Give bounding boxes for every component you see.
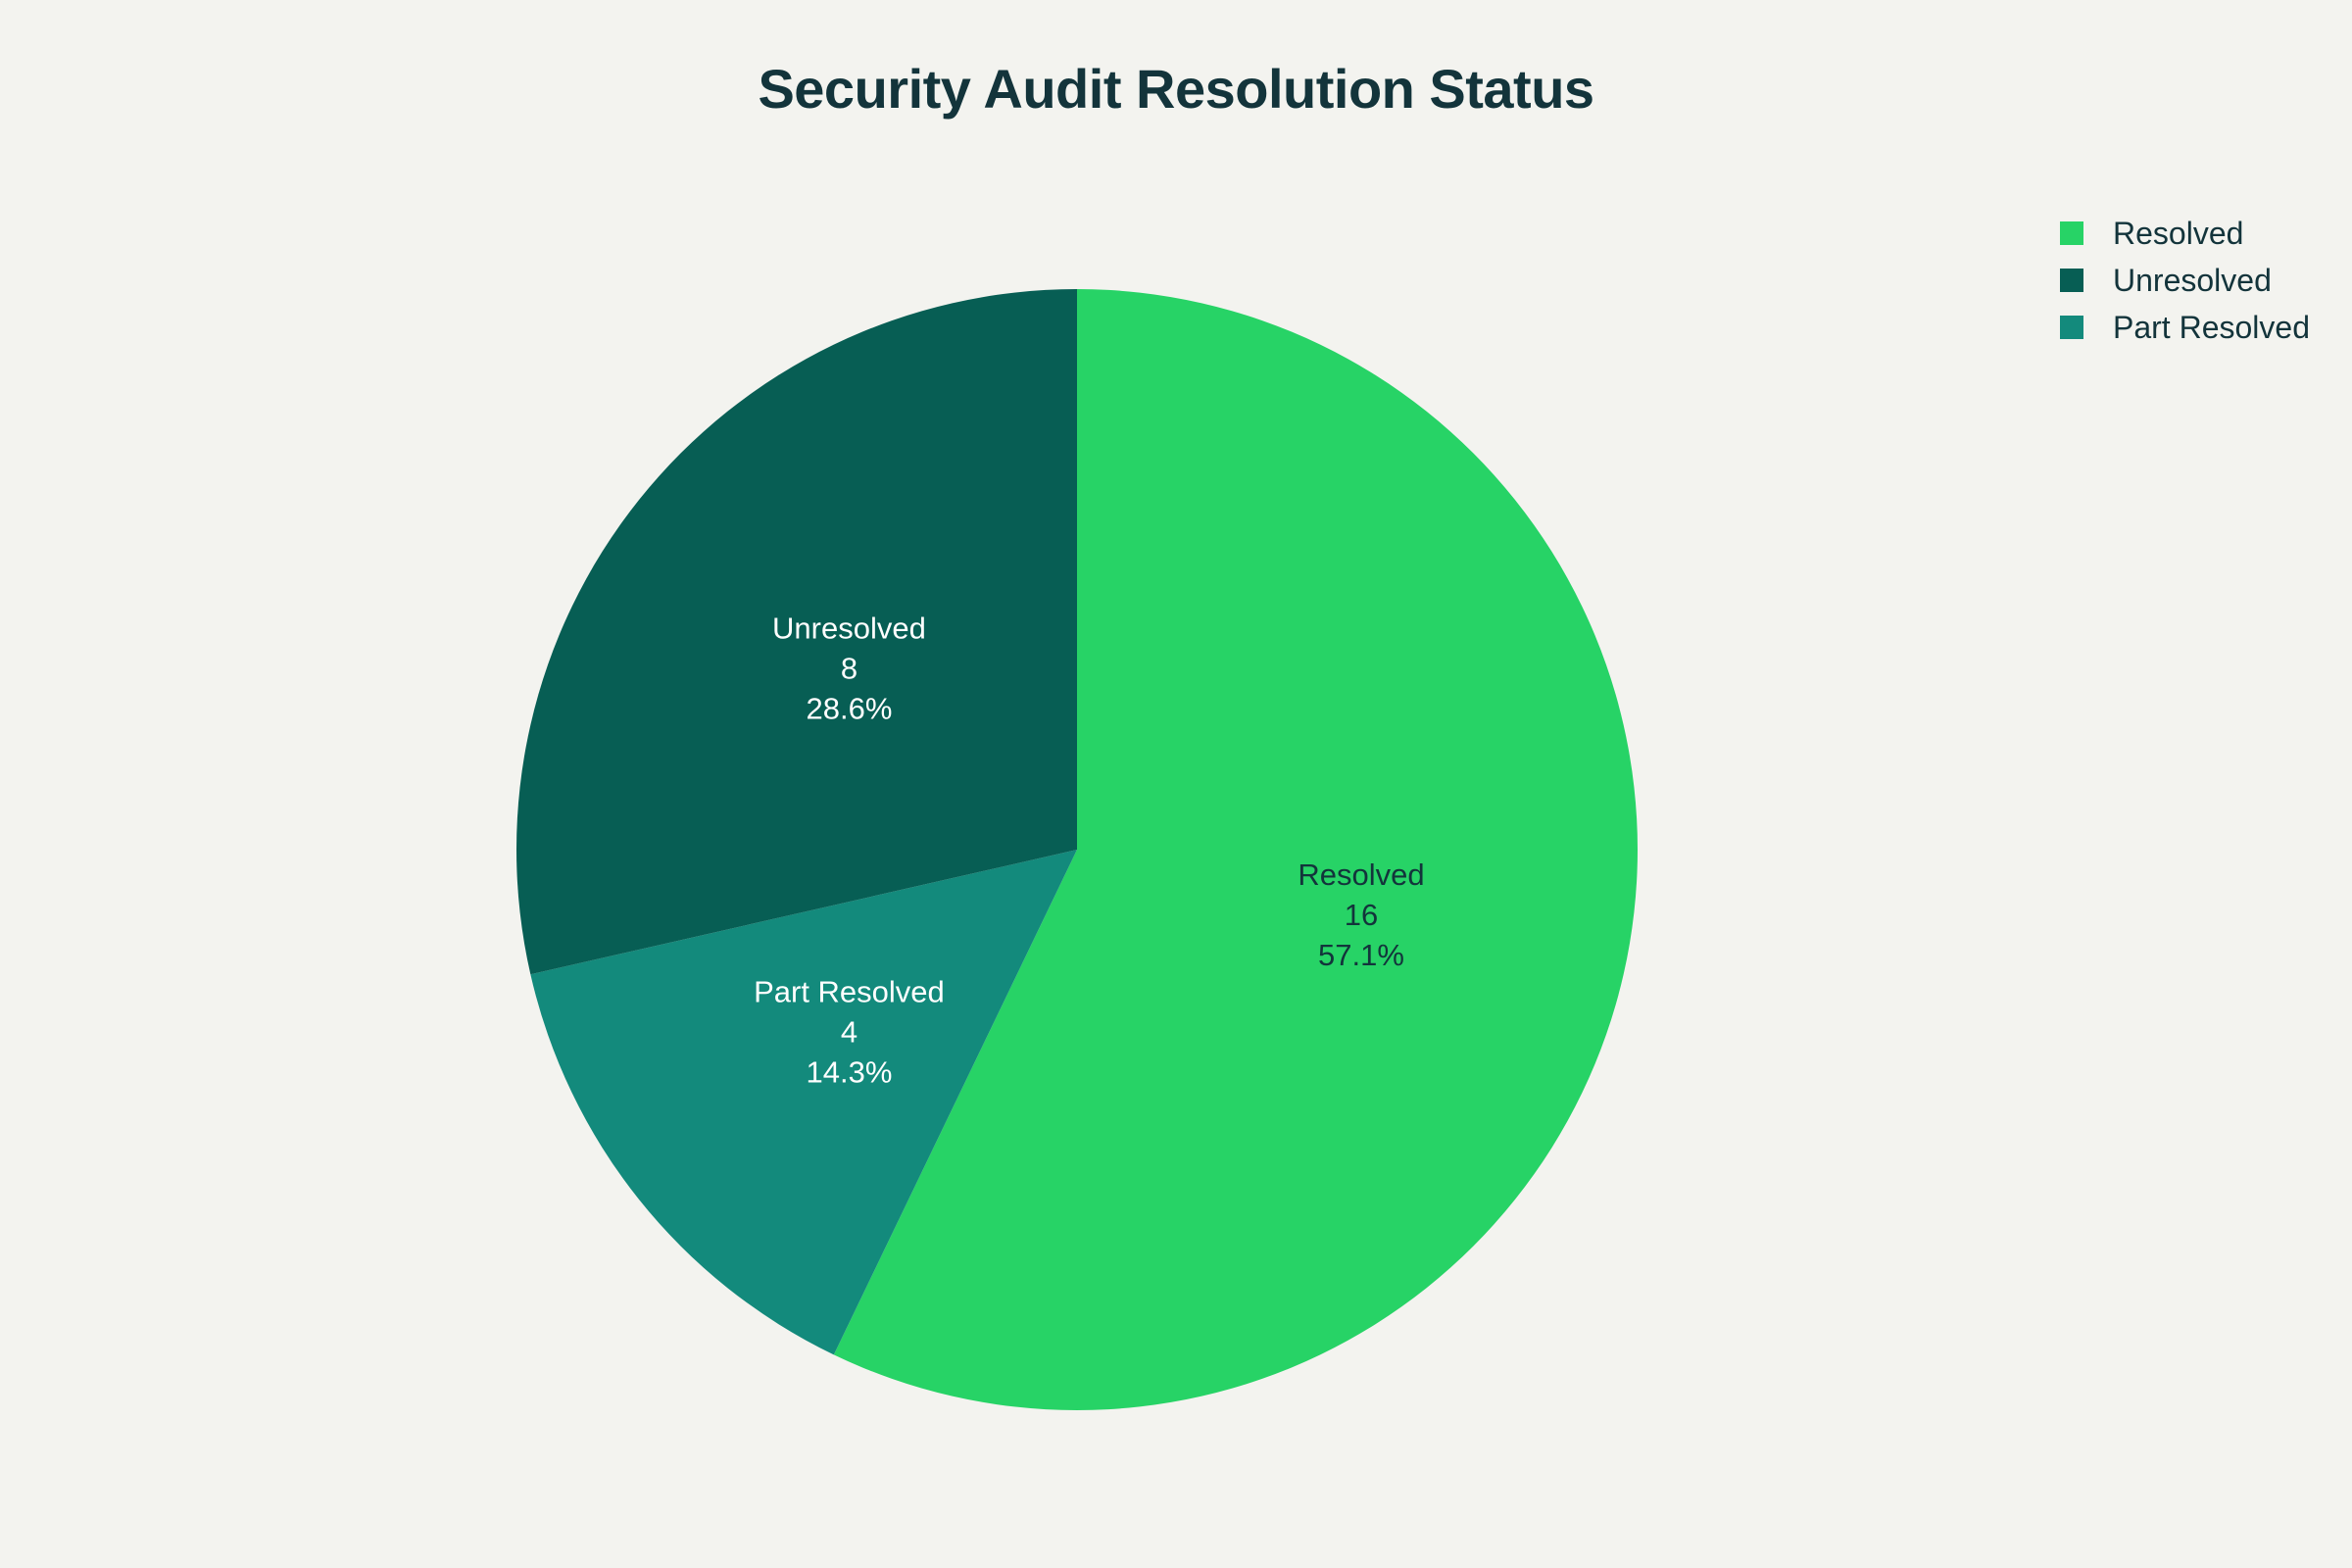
legend-label-resolved: Resolved <box>2113 215 2244 251</box>
legend-label-part-resolved: Part Resolved <box>2113 309 2310 345</box>
legend-label-unresolved: Unresolved <box>2113 262 2272 298</box>
legend-item-unresolved[interactable]: Unresolved <box>2060 257 2310 304</box>
legend-item-part-resolved[interactable]: Part Resolved <box>2060 304 2310 351</box>
slice-label-resolved-percent: 57.1% <box>1318 938 1404 972</box>
legend-swatch-unresolved <box>2060 269 2083 292</box>
chart-title: Security Audit Resolution Status <box>758 58 1594 120</box>
slice-label-resolved-category: Resolved <box>1298 858 1424 892</box>
slice-label-part-resolved-value: 4 <box>841 1014 858 1049</box>
pie-slices <box>516 289 1638 1410</box>
slice-label-unresolved-category: Unresolved <box>772 612 926 646</box>
pie-slice-unresolved[interactable] <box>516 289 1077 975</box>
pie-slice-resolved[interactable] <box>833 289 1638 1410</box>
slice-label-part-resolved-category: Part Resolved <box>754 974 945 1008</box>
legend-item-resolved[interactable]: Resolved <box>2060 210 2310 257</box>
slice-label-part-resolved-percent: 14.3% <box>806 1054 892 1089</box>
legend-swatch-resolved <box>2060 221 2083 245</box>
slice-label-unresolved-percent: 28.6% <box>806 692 892 726</box>
legend-swatch-part-resolved <box>2060 316 2083 339</box>
legend: Resolved Unresolved Part Resolved <box>2060 210 2310 351</box>
pie-slice-part-resolved[interactable] <box>530 850 1077 1355</box>
slice-label-unresolved-value: 8 <box>841 652 858 686</box>
pie-labels: Resolved 16 57.1% Part Resolved 4 14.3% Unreso… <box>754 612 1425 1090</box>
slice-label-resolved-value: 16 <box>1345 898 1378 932</box>
